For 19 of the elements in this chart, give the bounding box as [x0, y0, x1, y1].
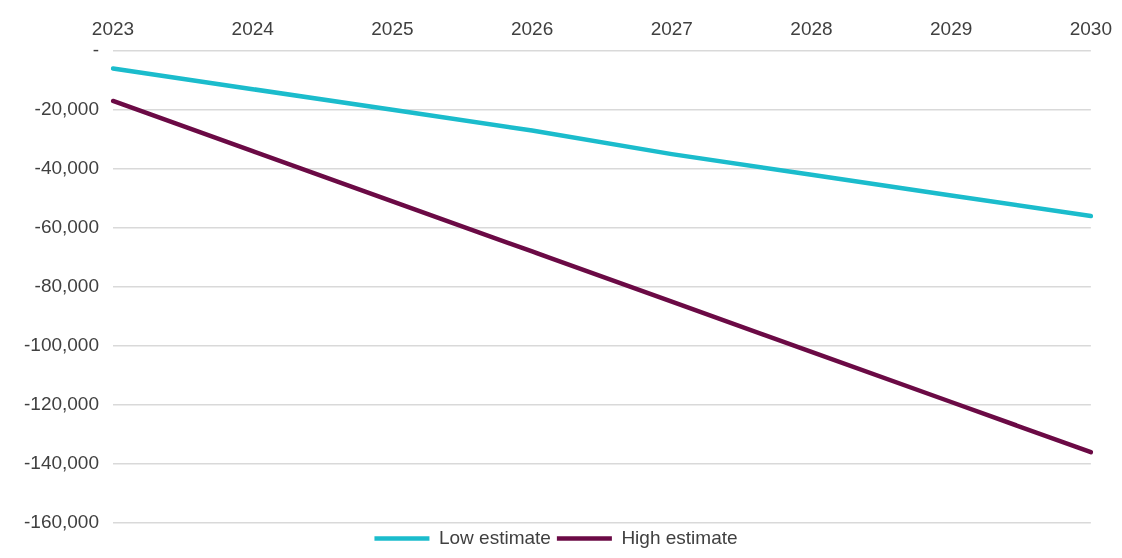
x-tick-label: 2028: [790, 17, 833, 39]
x-tick-label: 2029: [930, 17, 973, 39]
x-tick-label: 2026: [510, 17, 554, 39]
x-tick-label: 2024: [231, 17, 275, 39]
y-tick-label: -80,000: [34, 275, 100, 297]
x-tick-label: 2025: [371, 17, 414, 39]
y-tick-label: -120,000: [23, 393, 100, 415]
y-tick-label: -100,000: [23, 334, 100, 356]
y-tick-label: -20,000: [34, 98, 100, 120]
legend-label: Low estimate: [438, 526, 551, 548]
y-tick-label: -40,000: [34, 157, 100, 179]
y-tick-label: -: [92, 39, 100, 61]
y-tick-label: -60,000: [34, 216, 100, 238]
y-tick-label: -160,000: [23, 511, 100, 533]
legend-label: High estimate: [621, 526, 738, 548]
x-tick-label: 2027: [650, 17, 693, 39]
x-tick-label: 2030: [1069, 17, 1113, 39]
y-tick-label: -140,000: [23, 452, 100, 474]
x-tick-label: 2023: [91, 17, 135, 39]
